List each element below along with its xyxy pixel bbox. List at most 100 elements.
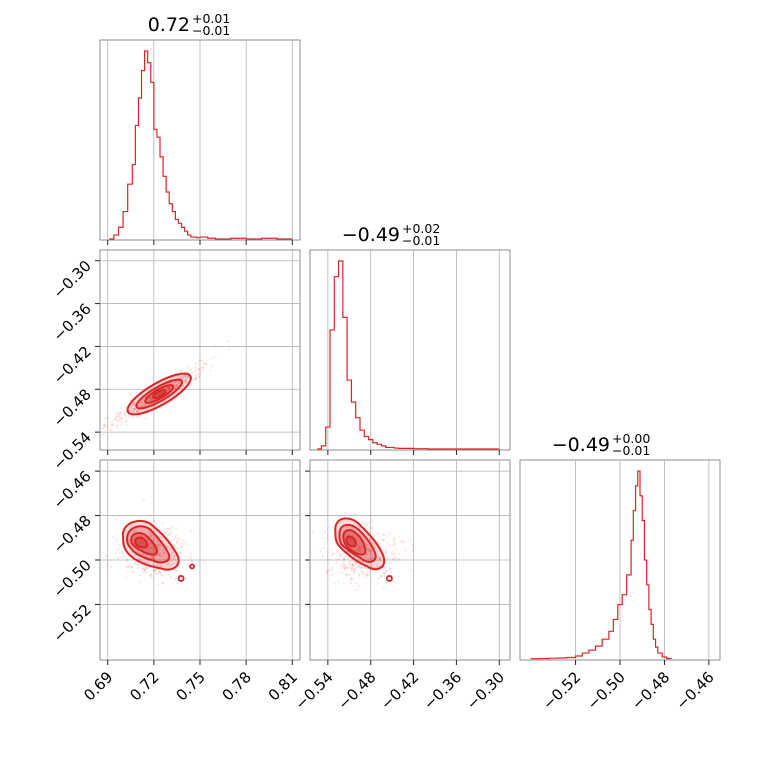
scatter-point xyxy=(194,377,197,381)
scatter-point xyxy=(396,556,399,559)
scatter-point xyxy=(177,547,180,550)
scatter-point xyxy=(153,558,156,561)
scatter-point xyxy=(392,544,395,547)
scatter-point xyxy=(139,401,142,404)
scatter-point xyxy=(141,567,144,570)
scatter-point xyxy=(330,566,333,569)
scatter-point xyxy=(134,529,137,532)
scatter-point xyxy=(351,564,354,567)
scatter-point xyxy=(178,537,181,541)
scatter-point xyxy=(357,565,360,568)
scatter-point xyxy=(350,567,353,570)
scatter-point xyxy=(390,570,393,573)
scatter-point xyxy=(153,519,156,523)
scatter-point xyxy=(200,366,203,369)
scatter-point xyxy=(173,544,176,547)
scatter-point xyxy=(117,543,120,546)
scatter-point xyxy=(376,564,379,567)
scatter-point xyxy=(365,524,368,527)
scatter-point xyxy=(132,415,135,418)
scatter-point xyxy=(128,526,132,529)
scatter-point xyxy=(378,531,381,535)
contours xyxy=(126,372,192,416)
scatter-point xyxy=(386,556,389,559)
scatter-point xyxy=(102,426,106,429)
scatter-point xyxy=(151,569,154,572)
scatter-point xyxy=(351,559,354,562)
scatter-point xyxy=(359,567,362,570)
scatter-point xyxy=(152,536,156,539)
contour-island xyxy=(189,563,195,570)
scatter-point xyxy=(211,356,214,360)
scatter-point xyxy=(143,569,146,572)
scatter-point xyxy=(184,556,187,559)
scatter-point xyxy=(162,558,165,561)
scatter-point xyxy=(337,550,340,554)
scatter-point xyxy=(358,573,361,576)
scatter-point xyxy=(404,549,407,552)
scatter-point xyxy=(144,554,147,557)
scatter-point xyxy=(355,588,358,591)
scatter-point xyxy=(385,569,388,572)
scatter-point xyxy=(228,347,231,350)
scatter-point xyxy=(166,546,169,550)
scatter-point xyxy=(341,571,344,574)
scatter-point xyxy=(364,522,368,525)
scatter-point xyxy=(135,399,138,402)
scatter-point xyxy=(335,543,338,547)
scatter-point xyxy=(161,574,164,577)
scatter-point xyxy=(186,543,189,546)
scatter-point xyxy=(163,527,166,531)
scatter-point xyxy=(328,569,331,572)
scatter-point xyxy=(384,547,387,550)
scatter-point xyxy=(311,530,314,533)
scatter-point xyxy=(125,410,128,413)
scatter-point xyxy=(356,536,359,540)
scatter-point xyxy=(149,542,152,545)
scatter-point xyxy=(129,393,132,396)
scatter-point xyxy=(368,550,371,553)
scatter-point xyxy=(398,558,401,561)
scatter-point xyxy=(361,560,364,563)
scatter-point xyxy=(370,552,373,556)
scatter-point xyxy=(150,534,153,537)
x-tick-label: 0.69 xyxy=(80,668,116,704)
scatter-point xyxy=(146,550,149,553)
scatter-point xyxy=(155,568,158,571)
scatter-point xyxy=(378,558,381,561)
scatter-point xyxy=(371,519,374,522)
scatter-point xyxy=(186,561,189,564)
scatter-point xyxy=(120,423,123,426)
scatter-point xyxy=(391,557,394,560)
scatter-point xyxy=(133,403,136,406)
histogram-1 xyxy=(317,260,500,450)
scatter-point xyxy=(167,562,170,565)
y-tick-label: −0.54 xyxy=(50,428,95,473)
scatter-point xyxy=(398,552,401,555)
scatter-point xyxy=(153,547,156,550)
scatter-point xyxy=(182,377,185,380)
scatter-point xyxy=(359,545,362,548)
contour-level xyxy=(338,523,377,563)
scatter-point xyxy=(357,565,360,569)
scatter-point xyxy=(366,573,369,576)
scatter-point xyxy=(194,375,197,378)
scatter-point xyxy=(368,551,371,554)
scatter-point xyxy=(360,570,363,573)
contour-level xyxy=(345,535,357,548)
scatter-point xyxy=(337,580,340,583)
scatter-point xyxy=(132,571,135,574)
scatter-point xyxy=(359,548,362,552)
contours xyxy=(334,517,393,582)
scatter-point xyxy=(344,554,347,558)
scatter-point xyxy=(411,543,414,547)
scatter-point xyxy=(381,539,384,542)
scatter-point xyxy=(360,545,363,548)
scatter-point xyxy=(134,408,137,411)
scatter-point xyxy=(393,555,397,558)
scatter-point xyxy=(149,534,152,537)
scatter-point xyxy=(149,532,153,535)
scatter-point xyxy=(156,545,159,548)
scatter-point xyxy=(379,564,382,568)
scatter-point xyxy=(186,375,189,379)
